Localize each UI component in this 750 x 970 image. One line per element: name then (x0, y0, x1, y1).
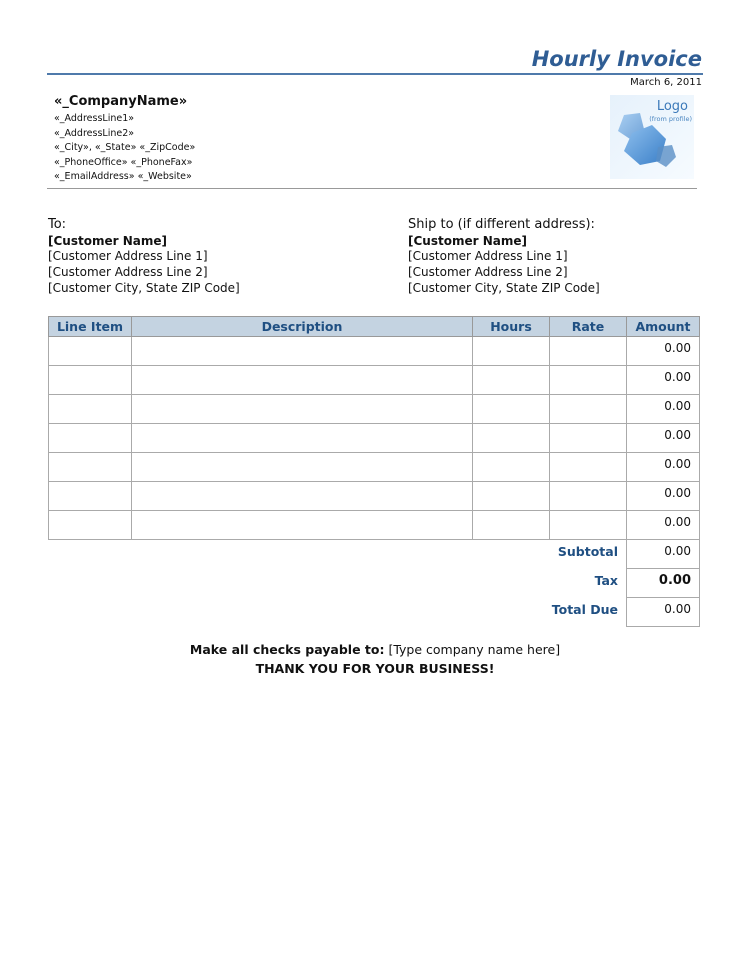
line-items-table: Line Item Description Hours Rate Amount … (48, 316, 700, 627)
hours-cell[interactable] (472, 452, 550, 482)
hours-cell[interactable] (472, 481, 550, 511)
rate-cell[interactable] (549, 423, 627, 453)
company-email-website: «_EmailAddress» «_Website» (54, 171, 192, 182)
table-header-row: Line Item Description Hours Rate Amount (48, 316, 700, 337)
hours-cell[interactable] (472, 510, 550, 540)
amount-cell[interactable]: 0.00 (626, 452, 700, 482)
line-item-cell[interactable] (48, 423, 132, 453)
hours-cell[interactable] (472, 365, 550, 395)
description-cell[interactable] (131, 481, 473, 511)
tax-label: Tax (594, 572, 618, 588)
rate-cell[interactable] (549, 394, 627, 424)
table-row: 0.00 (48, 394, 700, 424)
header-line-item: Line Item (48, 316, 132, 337)
rate-cell[interactable] (549, 481, 627, 511)
header-divider (47, 188, 697, 189)
amount-cell[interactable]: 0.00 (626, 394, 700, 424)
amount-cell[interactable]: 0.00 (626, 510, 700, 540)
table-row: 0.00 (48, 481, 700, 511)
hours-cell[interactable] (472, 336, 550, 366)
logo-subtitle: (from profile) (649, 115, 692, 123)
table-row: 0.00 (48, 336, 700, 366)
checks-payable-value[interactable]: [Type company name here] (388, 642, 561, 657)
invoice-title: Hourly Invoice (531, 47, 702, 71)
bill-to-city: [Customer City, State ZIP Code] (48, 281, 240, 295)
ship-to-line-2: [Customer Address Line 2] (408, 265, 568, 279)
amount-cell[interactable]: 0.00 (626, 365, 700, 395)
line-item-cell[interactable] (48, 365, 132, 395)
total-due-row: Total Due 0.00 (49, 597, 700, 627)
rate-cell[interactable] (549, 452, 627, 482)
checks-payable-label: Make all checks payable to: (189, 642, 385, 657)
tax-row: Tax 0.00 (49, 568, 700, 598)
company-phone: «_PhoneOffice» «_PhoneFax» (54, 156, 193, 168)
line-item-cell[interactable] (48, 336, 132, 366)
bill-to-label: To: (48, 217, 67, 232)
table-row: 0.00 (48, 365, 700, 395)
line-item-cell[interactable] (48, 481, 132, 511)
description-cell[interactable] (131, 394, 473, 424)
hours-cell[interactable] (472, 394, 550, 424)
line-item-cell[interactable] (48, 394, 132, 424)
company-city-state-zip: «_City», «_State» «_ZipCode» (54, 142, 196, 153)
total-due-value[interactable]: 0.00 (626, 597, 700, 627)
rate-cell[interactable] (549, 365, 627, 395)
rate-cell[interactable] (549, 336, 627, 366)
subtotal-label: Subtotal (557, 544, 618, 559)
ship-to-name: [Customer Name] (408, 234, 527, 248)
table-row: 0.00 (48, 510, 700, 540)
description-cell[interactable] (131, 365, 473, 395)
header-amount: Amount (626, 316, 700, 337)
header-description: Description (131, 316, 473, 337)
description-cell[interactable] (131, 423, 473, 453)
company-name: «_CompanyName» (54, 94, 188, 109)
line-item-cell[interactable] (48, 452, 132, 482)
description-cell[interactable] (131, 336, 473, 366)
subtotal-value[interactable]: 0.00 (626, 539, 700, 569)
ship-to-city: [Customer City, State ZIP Code] (408, 281, 600, 295)
rate-cell[interactable] (549, 510, 627, 540)
amount-cell[interactable]: 0.00 (626, 336, 700, 366)
tax-value[interactable]: 0.00 (626, 568, 700, 598)
description-cell[interactable] (131, 510, 473, 540)
title-divider (47, 73, 703, 75)
amount-cell[interactable]: 0.00 (626, 423, 700, 453)
bill-to-name: [Customer Name] (48, 234, 167, 248)
header-hours: Hours (472, 316, 550, 337)
header-rate: Rate (549, 316, 627, 337)
total-due-label: Total Due (551, 601, 618, 617)
table-row: 0.00 (48, 423, 700, 453)
company-address-line-2: «_AddressLine2» (54, 127, 135, 139)
subtotal-row: Subtotal 0.00 (49, 539, 700, 569)
bill-to-line-1: [Customer Address Line 1] (48, 249, 208, 263)
description-cell[interactable] (131, 452, 473, 482)
table-row: 0.00 (48, 452, 700, 482)
checks-payable-line: Make all checks payable to: [Type compan… (0, 642, 750, 657)
ship-to-label: Ship to (if different address): (408, 217, 595, 232)
ship-to-line-1: [Customer Address Line 1] (408, 249, 568, 263)
bill-to-line-2: [Customer Address Line 2] (48, 265, 208, 279)
line-item-cell[interactable] (48, 510, 132, 540)
thank-you-message: THANK YOU FOR YOUR BUSINESS! (255, 661, 495, 676)
logo-shapes-icon (618, 113, 676, 167)
hours-cell[interactable] (472, 423, 550, 453)
logo-title: Logo (656, 99, 688, 114)
amount-cell[interactable]: 0.00 (626, 481, 700, 511)
logo-placeholder: Logo (from profile) (610, 95, 694, 179)
company-address-line-1: «_AddressLine1» (54, 113, 135, 124)
invoice-date: March 6, 2011 (630, 77, 702, 88)
